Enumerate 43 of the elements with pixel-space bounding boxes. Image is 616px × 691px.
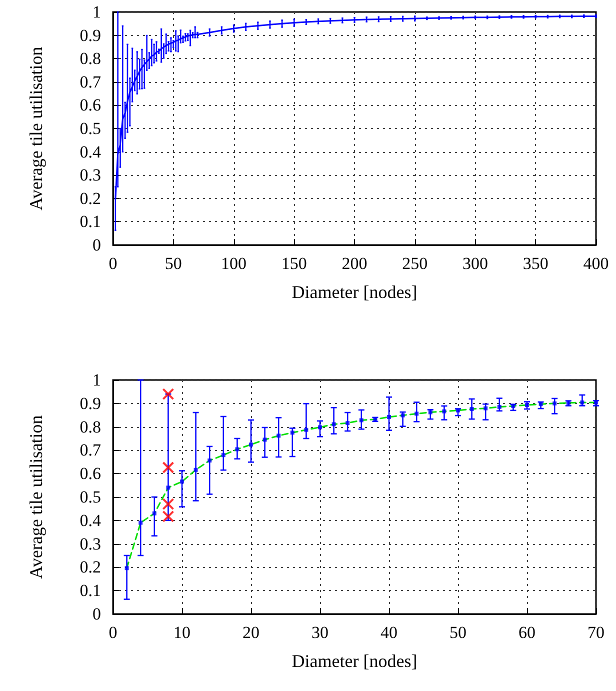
y-tick-label: 0.6	[80, 96, 101, 115]
x-axis-title: Diameter [nodes]	[292, 651, 418, 671]
y-tick-label: 0.2	[80, 558, 101, 577]
y-tick-label: 0.3	[80, 534, 101, 554]
y-tick-label: 0.3	[80, 166, 101, 185]
y-tick-label: 0.7	[80, 440, 102, 460]
y-tick-label: 0.8	[80, 49, 101, 68]
y-tick-label: 0.1	[80, 212, 101, 232]
y-tick-label: 0.4	[80, 510, 102, 530]
x-tick-label: 400	[583, 254, 609, 273]
x-tick-label: 40	[380, 623, 398, 642]
y-tick-label: 0.7	[80, 72, 102, 92]
y-axis-title: Average tile utilisation	[26, 415, 46, 579]
x-tick-label: 30	[312, 623, 328, 642]
x-tick-label: 60	[518, 623, 536, 642]
x-tick-label: 10	[174, 623, 190, 642]
y-tick-label: 0	[92, 236, 101, 254]
y-tick-label: 0.8	[80, 417, 101, 436]
y-tick-label: 0.2	[80, 188, 101, 208]
y-tick-label: 0.4	[80, 142, 102, 162]
y-tick-label: 0.5	[80, 488, 101, 506]
x-tick-label: 150	[281, 254, 307, 273]
y-axis-title: Average tile utilisation	[26, 46, 46, 210]
x-tick-label: 0	[108, 623, 118, 642]
x-tick-label: 0	[108, 254, 118, 273]
y-tick-label: 0.1	[80, 581, 101, 600]
y-tick-label: 0	[92, 604, 101, 624]
y-tick-label: 1	[92, 2, 101, 22]
x-tick-label: 50	[450, 623, 466, 642]
x-tick-label: 20	[242, 623, 260, 642]
y-tick-label: 1	[92, 370, 101, 390]
x-tick-label: 250	[402, 254, 428, 273]
y-tick-label: 0.5	[80, 119, 101, 138]
x-tick-label: 200	[342, 254, 368, 273]
x-tick-label: 300	[462, 254, 488, 273]
x-tick-label: 100	[221, 254, 246, 273]
x-axis-title: Diameter [nodes]	[292, 282, 418, 302]
x-tick-label: 70	[588, 623, 604, 642]
y-tick-label: 0.9	[80, 26, 101, 45]
y-tick-label: 0.6	[80, 464, 101, 484]
x-tick-label: 50	[164, 254, 182, 273]
x-tick-label: 350	[522, 254, 548, 273]
y-tick-label: 0.9	[80, 394, 101, 413]
